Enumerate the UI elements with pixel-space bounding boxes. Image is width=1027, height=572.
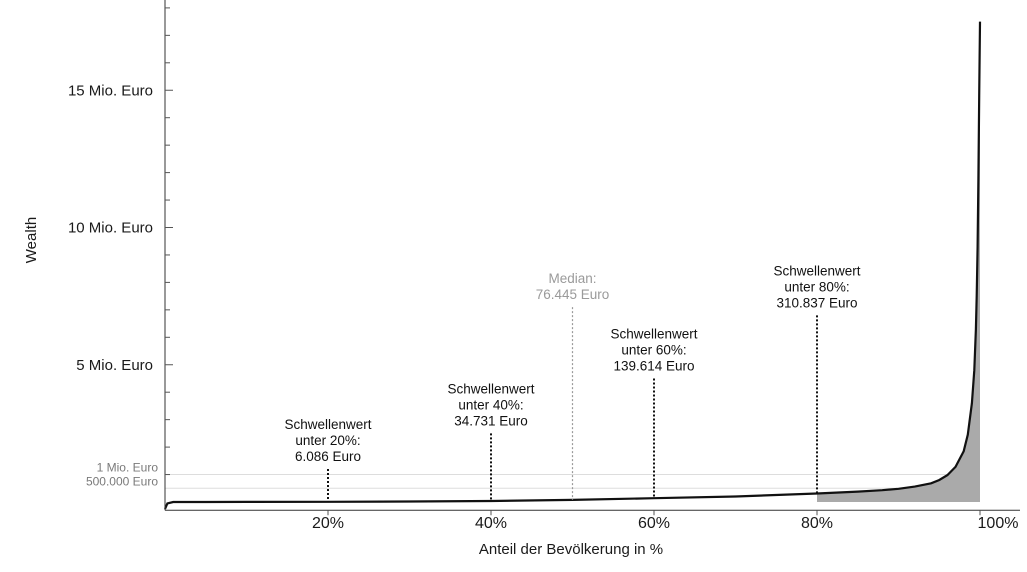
y-minor-tick-label: 1 Mio. Euro	[97, 461, 159, 475]
axes	[164, 0, 1020, 511]
x-axis-title: Anteil der Bevölkerung in %	[479, 541, 663, 558]
y-minor-tick-label: 500.000 Euro	[86, 474, 158, 488]
y-axis-title: Wealth	[23, 217, 40, 263]
x-tick-label: 40%	[475, 515, 507, 532]
wealth-area-fill	[817, 21, 980, 502]
threshold-label: Schwellenwert	[284, 417, 371, 432]
threshold-label: unter 60%:	[621, 342, 686, 357]
threshold-label: unter 80%:	[784, 279, 849, 294]
y-axis-ticks: 5 Mio. Euro 10 Mio. Euro 15 Mio. Euro 500.0…	[68, 7, 173, 488]
x-axis-ticks: 20% 40% 60% 80% 100%	[312, 510, 1018, 532]
threshold-label: 310.837 Euro	[776, 295, 857, 310]
threshold-label: 34.731 Euro	[454, 413, 528, 428]
threshold-label: Schwellenwert	[447, 381, 534, 396]
threshold-label: Schwellenwert	[610, 326, 697, 341]
x-tick-label: 100%	[978, 515, 1019, 532]
threshold-label: 6.086 Euro	[295, 449, 361, 464]
x-tick-label: 80%	[801, 515, 833, 532]
x-tick-label: 60%	[638, 515, 670, 532]
threshold-label: unter 20%:	[295, 433, 360, 448]
median-label: 76.445 Euro	[536, 287, 610, 302]
y-tick-label: 10 Mio. Euro	[68, 220, 153, 237]
x-tick-label: 20%	[312, 515, 344, 532]
wealth-curve-line	[163, 21, 982, 510]
threshold-label: 139.614 Euro	[613, 358, 694, 373]
threshold-label: Schwellenwert	[773, 263, 860, 278]
median-label: Median:	[548, 271, 596, 286]
y-tick-label: 5 Mio. Euro	[76, 357, 153, 374]
threshold-label: unter 40%:	[458, 397, 523, 412]
y-tick-label: 15 Mio. Euro	[68, 82, 153, 99]
